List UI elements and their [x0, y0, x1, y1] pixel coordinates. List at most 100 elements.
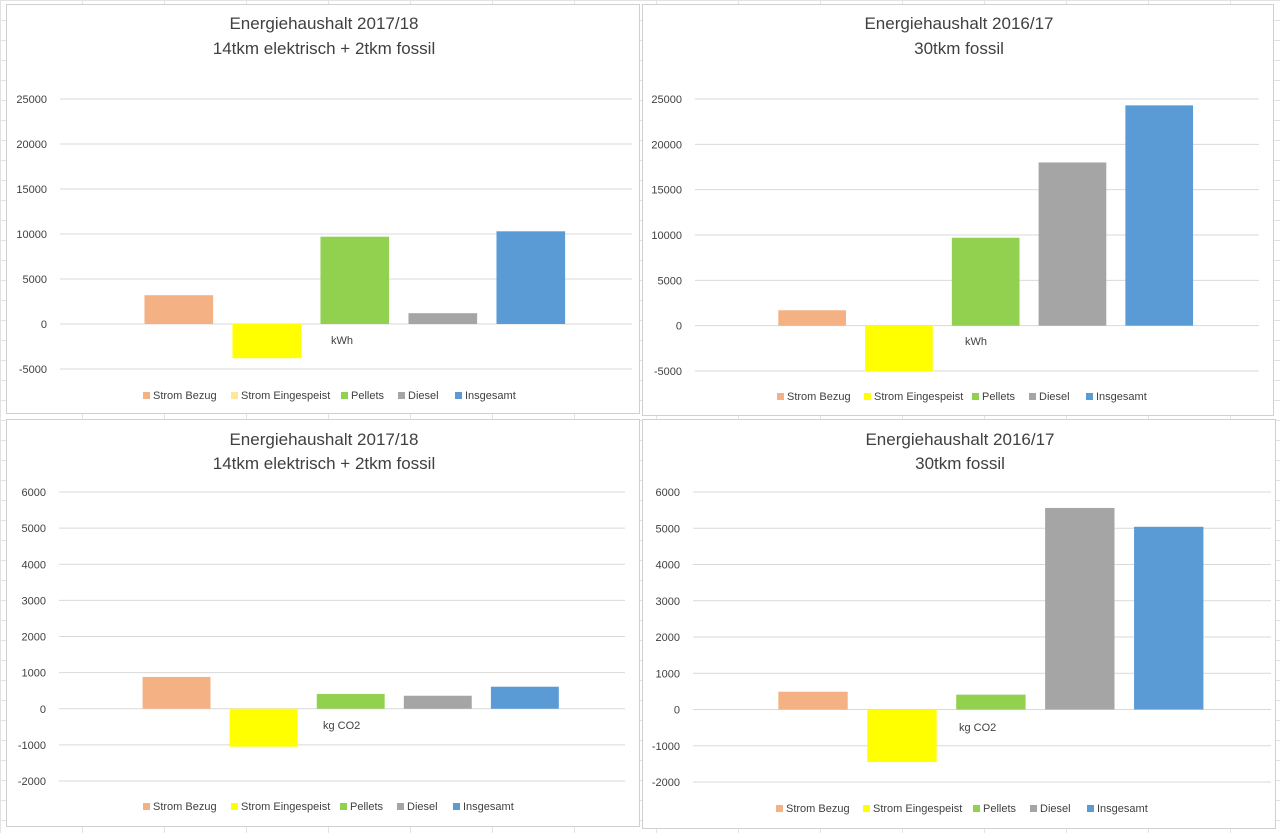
y-tick-label: 5000 [658, 275, 682, 287]
legend-swatch [864, 393, 871, 400]
legend-label: Strom Bezug [787, 391, 851, 403]
chart-energy-kwh-2017-18: Energiehaushalt 2017/18 14tkm elektrisch … [6, 4, 640, 414]
y-tick-label: 10000 [651, 230, 682, 242]
chart-co2-2017-18: Energiehaushalt 2017/18 14tkm elektrisch … [6, 419, 640, 827]
y-tick-label: 3000 [656, 596, 680, 608]
legend-label: Insgesamt [1096, 391, 1147, 403]
bar-insgesamt [490, 686, 559, 709]
bar-pellets [316, 693, 385, 709]
unit-label: kWh [331, 335, 353, 347]
bar-strom-bezug [778, 310, 846, 326]
legend-label: Strom Eingespeist [241, 801, 330, 813]
legend-swatch [398, 392, 405, 399]
y-tick-label: 0 [676, 321, 682, 333]
chart-svg: Energiehaushalt 2016/17 30tkm fossil -2000… [652, 430, 1271, 815]
unit-label: kWh [965, 336, 987, 348]
y-tick-label: -5000 [654, 366, 682, 378]
bar-diesel [408, 313, 478, 324]
unit-label: kg CO2 [323, 720, 360, 732]
unit-label: kg CO2 [959, 722, 996, 734]
chart-title: Energiehaushalt 2016/17 [864, 14, 1053, 33]
bar-insgesamt [496, 231, 566, 324]
legend-swatch [143, 392, 150, 399]
legend-swatch [972, 393, 979, 400]
y-tick-label: 3000 [22, 595, 46, 607]
bar-strom-eingespeist [867, 709, 937, 763]
legend-swatch [453, 803, 460, 810]
legend-swatch [1086, 393, 1093, 400]
legend-label: Insgesamt [1097, 803, 1148, 815]
y-tick-label: 10000 [16, 229, 47, 241]
bar-diesel [403, 695, 472, 709]
y-tick-label: 15000 [651, 185, 682, 197]
bar-strom-bezug [142, 676, 211, 709]
legend-label: Diesel [1040, 803, 1071, 815]
legend-swatch [863, 805, 870, 812]
bar-strom-bezug [778, 691, 848, 710]
legend-swatch [143, 803, 150, 810]
chart-title: Energiehaushalt 2017/18 [229, 14, 418, 33]
legend-label: Strom Eingespeist [873, 803, 962, 815]
legend-swatch [455, 392, 462, 399]
legend-label: Strom Bezug [153, 390, 217, 402]
legend-label: Insgesamt [463, 801, 514, 813]
y-tick-label: 0 [40, 704, 46, 716]
y-tick-label: 2000 [22, 632, 46, 644]
bar-strom-bezug [144, 295, 214, 324]
chart-subtitle: 14tkm elektrisch + 2tkm fossil [213, 454, 436, 473]
legend-label: Pellets [982, 391, 1016, 403]
bar-diesel [1045, 507, 1115, 710]
legend-label: Insgesamt [465, 390, 516, 402]
legend-label: Strom Eingespeist [241, 390, 330, 402]
legend-swatch [341, 392, 348, 399]
bar-pellets [320, 236, 390, 324]
bar-insgesamt [1134, 526, 1204, 710]
legend-label: Strom Bezug [153, 801, 217, 813]
bar-pellets [951, 237, 1020, 326]
legend-swatch [397, 803, 404, 810]
y-tick-label: 25000 [16, 94, 47, 106]
y-tick-label: 1000 [656, 668, 680, 680]
y-tick-label: 15000 [16, 184, 47, 196]
chart-co2-2016-17: Energiehaushalt 2016/17 30tkm fossil -2000… [642, 419, 1276, 829]
y-tick-label: 20000 [651, 139, 682, 151]
y-tick-label: 20000 [16, 139, 47, 151]
chart-title: Energiehaushalt 2017/18 [229, 430, 418, 449]
legend-label: Diesel [1039, 391, 1070, 403]
legend-label: Strom Bezug [786, 803, 850, 815]
chart-title: Energiehaushalt 2016/17 [865, 430, 1054, 449]
y-tick-label: 6000 [656, 487, 680, 499]
bar-strom-eingespeist [232, 324, 302, 359]
y-tick-label: 5000 [656, 523, 680, 535]
chart-svg: Energiehaushalt 2016/17 30tkm fossil -5000… [651, 14, 1259, 403]
legend-swatch [973, 805, 980, 812]
legend-swatch [1030, 805, 1037, 812]
y-tick-label: -5000 [19, 364, 47, 376]
chart-subtitle: 30tkm fossil [914, 39, 1004, 58]
legend-swatch [1029, 393, 1036, 400]
legend-label: Pellets [351, 390, 385, 402]
y-tick-label: -1000 [652, 741, 680, 753]
bar-diesel [1038, 162, 1107, 326]
y-tick-label: -2000 [18, 776, 46, 788]
legend-label: Pellets [350, 801, 384, 813]
y-tick-label: 6000 [22, 487, 46, 499]
y-tick-label: 5000 [23, 274, 47, 286]
chart-svg: Energiehaushalt 2017/18 14tkm elektrisch … [18, 430, 625, 813]
legend-label: Pellets [983, 803, 1017, 815]
y-tick-label: 4000 [22, 559, 46, 571]
y-tick-label: 25000 [651, 94, 682, 106]
chart-energy-kwh-2016-17: Energiehaushalt 2016/17 30tkm fossil -5000… [642, 4, 1274, 416]
bar-strom-eingespeist [865, 325, 933, 371]
legend-label: Diesel [407, 801, 438, 813]
chart-svg: Energiehaushalt 2017/18 14tkm elektrisch … [16, 14, 632, 402]
legend-swatch [340, 803, 347, 810]
y-tick-label: -1000 [18, 740, 46, 752]
chart-subtitle: 30tkm fossil [915, 454, 1005, 473]
y-tick-label: -2000 [652, 777, 680, 789]
bar-insgesamt [1125, 105, 1194, 326]
bar-pellets [956, 694, 1026, 710]
y-tick-label: 1000 [22, 668, 46, 680]
legend-label: Strom Eingespeist [874, 391, 963, 403]
legend-swatch [1087, 805, 1094, 812]
